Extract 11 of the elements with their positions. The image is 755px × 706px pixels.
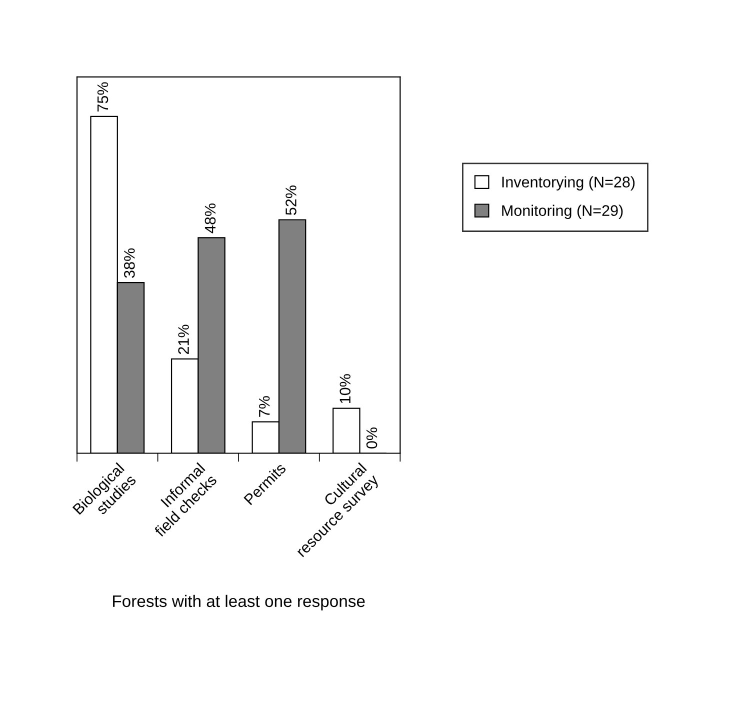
data-label: 48% xyxy=(204,204,216,234)
data-label: 38% xyxy=(124,248,135,278)
data-label: 0% xyxy=(366,428,378,448)
legend-label: Inventorying (N=28) xyxy=(502,176,635,190)
data-label: 52% xyxy=(286,186,296,215)
data-label: 21% xyxy=(178,324,189,354)
data-label: 75% xyxy=(97,82,108,112)
data-label: 10% xyxy=(340,374,351,404)
legend-label: Monitoring (N=29) xyxy=(502,204,623,220)
x-axis-title: Forests with at least one response xyxy=(113,594,365,610)
data-label: 7% xyxy=(258,396,270,417)
